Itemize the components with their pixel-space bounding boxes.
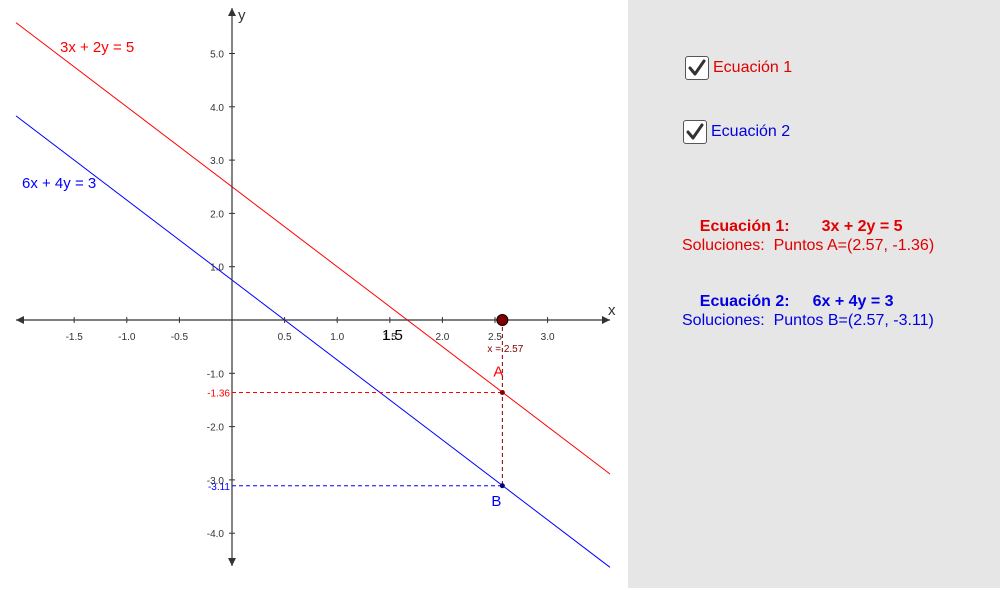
axes-layer xyxy=(16,8,610,566)
ticks-layer: -1.5 -1.0 -0.5 0.5 1.0 1.5 2.0 2.5 3.0 5.0 4.0 3.0 2… xyxy=(66,50,555,541)
eq2-info: Ecuación 2: 6x + 4y = 3 xyxy=(682,275,894,329)
eq2-equation: 6x + 4y = 3 xyxy=(812,293,894,310)
y-tick-label: -3.0 xyxy=(207,476,225,487)
y-tick-label: 5.0 xyxy=(210,50,224,61)
y-tick-label: 1.0 xyxy=(210,263,224,274)
x-tick-label: 3.0 xyxy=(541,332,555,343)
x-tick-label: 2.0 xyxy=(435,332,449,343)
checkbox-ecuacion-2[interactable]: Ecuación 2 xyxy=(683,120,790,144)
point-B-label: B xyxy=(491,493,501,510)
slider-point xyxy=(496,314,509,326)
eq2-solutions: Soluciones: Puntos B=(2.57, -3.11) xyxy=(682,312,934,329)
x-tick-label: 2.5 xyxy=(488,332,502,343)
checkbox-ecuacion-2-label: Ecuación 2 xyxy=(711,123,791,140)
line2-equation-label: 6x + 4y = 3 xyxy=(22,175,96,192)
eq1-solutions: Soluciones: Puntos A=(2.57, -1.36) xyxy=(682,237,935,254)
line-eq2 xyxy=(15,115,611,568)
point-A xyxy=(499,389,505,395)
check-icon[interactable] xyxy=(685,56,709,80)
y-tick-label: 2.0 xyxy=(210,209,224,220)
x-axis-arrow-right xyxy=(602,316,610,324)
checkbox-ecuacion-1-label: Ecuación 1 xyxy=(713,59,793,76)
point-A-label: A xyxy=(493,363,503,380)
y-axis-arrow-up xyxy=(228,8,236,16)
point-A-y-label: -1.36 xyxy=(207,388,230,399)
y-tick-label: -2.0 xyxy=(207,423,225,434)
x-tick-label: 1.0 xyxy=(330,332,344,343)
marker-label: 1.5 xyxy=(382,327,403,344)
x-axis-arrow-left xyxy=(16,316,24,324)
line1-equation-label: 3x + 2y = 5 xyxy=(60,39,134,56)
check-icon[interactable] xyxy=(683,120,707,144)
x-tick-label: -1.5 xyxy=(66,332,84,343)
x-tick-label: -1.0 xyxy=(118,332,136,343)
eq1-equation: 3x + 2y = 5 xyxy=(821,218,903,235)
graph-view[interactable]: -1.5 -1.0 -0.5 0.5 1.0 1.5 2.0 2.5 3.0 5.0 4.0 3.0 2… xyxy=(0,0,628,590)
eq1-title: Ecuación 1: xyxy=(699,218,790,235)
x-tick-label: 0.5 xyxy=(278,332,292,343)
x-axis-label: x xyxy=(608,302,616,319)
side-panel: Ecuación 1 Ecuación 2 Ecuación 1: 3x + 2y… xyxy=(628,0,1000,588)
y-tick-label: 4.0 xyxy=(210,103,224,114)
eq1-info: Ecuación 1: 3x + 2y = 5 xyxy=(682,200,903,254)
point-B-y-label: -3.11 xyxy=(208,482,230,493)
checkbox-ecuacion-1[interactable]: Ecuación 1 xyxy=(685,56,792,80)
eq2-title: Ecuación 2: xyxy=(699,293,790,310)
x-tick-label: -0.5 xyxy=(171,332,189,343)
line-eq1 xyxy=(15,22,611,475)
slider-point-label: x = 2.57 xyxy=(487,344,523,355)
lines-layer xyxy=(15,22,611,568)
y-axis-label: y xyxy=(238,7,246,24)
y-tick-label: -4.0 xyxy=(207,529,225,540)
x-tick-label: 1.5 xyxy=(383,332,397,343)
points-layer: x = 2.57 A B -1.36 -3.11 xyxy=(207,314,524,510)
point-B xyxy=(499,483,505,489)
y-tick-label: -1.0 xyxy=(207,369,225,380)
y-tick-label: 3.0 xyxy=(210,156,224,167)
y-axis-arrow-down xyxy=(228,558,236,566)
